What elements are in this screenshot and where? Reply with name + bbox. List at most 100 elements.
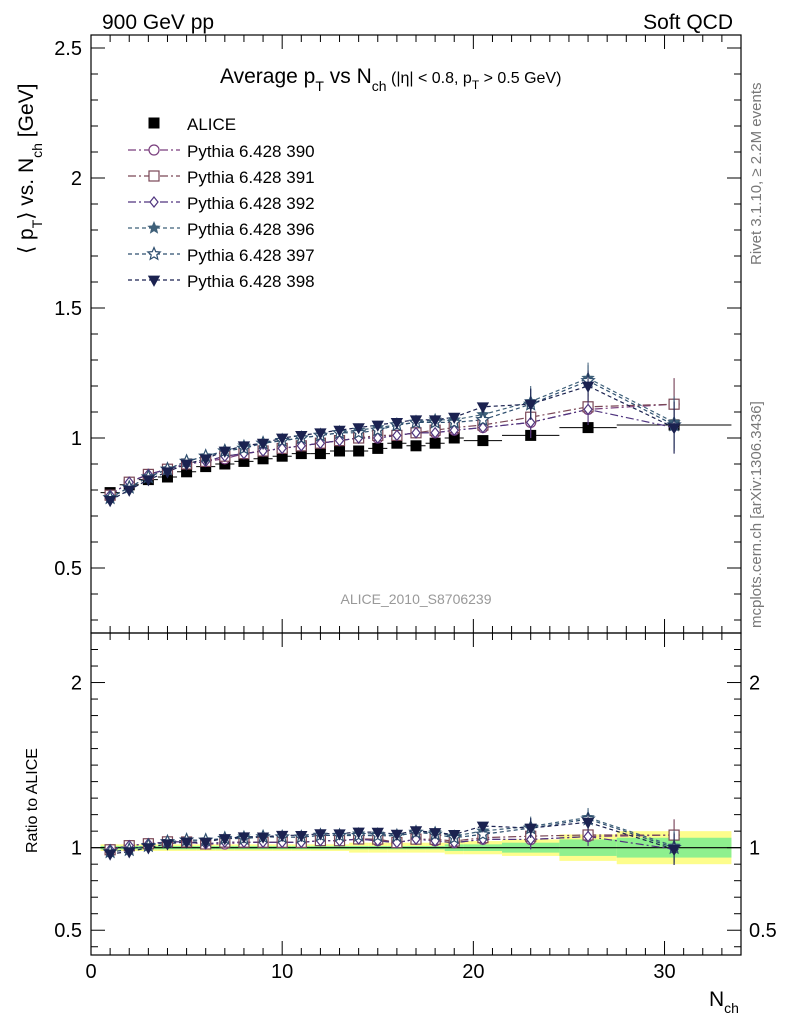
pythia-6-428-398-point [180, 459, 193, 471]
pythia-6-428-398-point [476, 402, 490, 414]
pythia-6-428-398-ratio-point [314, 829, 327, 841]
ratio-y-tick-label: 2 [71, 673, 82, 695]
pythia-6-428-392-point [392, 429, 402, 442]
alice-data-point [238, 455, 250, 467]
plot-title: Average pT vs Nch (|η| < 0.8, pT > 0.5 G… [220, 65, 561, 94]
pythia-6-428-398-ratio-point [103, 849, 117, 861]
main-y-tick-label: 2.5 [54, 38, 82, 60]
legend-label: Pythia 6.428 390 [187, 142, 315, 161]
pythia-6-428-398-line [109, 385, 675, 501]
ratio-y-tick-label: 0.5 [54, 920, 82, 942]
pythia-6-428-397-ratio-point [475, 826, 491, 841]
alice-data-point [181, 466, 193, 478]
pythia-6-428-398-point [218, 446, 232, 458]
pythia-6-428-398-point [314, 428, 327, 440]
pythia-6-428-398-ratio-point [237, 832, 251, 844]
alice-data-point [276, 450, 288, 462]
legend-label: Pythia 6.428 391 [187, 168, 315, 187]
main-y-tick-label: 1 [71, 428, 82, 450]
pythia-6-428-398-ratio-point [448, 830, 461, 842]
legend-label: Pythia 6.428 396 [187, 220, 315, 239]
alice-data-point [477, 435, 489, 447]
legend-entry-pythia-6-428-397: Pythia 6.428 397 [128, 245, 315, 265]
pythia-6-428-398-point [667, 423, 681, 435]
ratio-y-tick-label-right: 0.5 [749, 920, 777, 942]
alice-data-point [353, 445, 365, 457]
legend-entry-pythia-6-428-390: Pythia 6.428 390 [128, 142, 315, 161]
legend-label: Pythia 6.428 392 [187, 194, 315, 213]
main-series-group [100, 362, 732, 508]
pythia-6-428-398-point [524, 399, 537, 412]
axis-ticks: 0 10 20 30 0.5 1 1.5 2 2.5 0.5 0.5 1 1 2 2 [54, 35, 777, 983]
pythia-6-428-398-point [295, 430, 308, 443]
main-y-axis-label: ⟨ pT⟩ vs. Nch [GeV] [15, 84, 45, 254]
legend-marker [148, 144, 160, 156]
pythia-6-428-398-ratio-point [333, 829, 346, 841]
pythia-6-428-398-ratio-point [218, 834, 232, 846]
legend-entry-pythia-6-428-391: Pythia 6.428 391 [128, 168, 315, 187]
pythia-6-428-398-point [103, 495, 117, 508]
legend-marker [148, 170, 160, 182]
pythia-6-428-392-line [109, 408, 675, 496]
pythia-6-428-392-point [334, 434, 345, 447]
pythia-6-428-392-point [430, 426, 440, 439]
pythia-6-428-390-line [109, 403, 675, 496]
x-tick-label: 20 [462, 961, 484, 983]
ratio-y-axis-label: Ratio to ALICE [24, 748, 41, 853]
pythia-6-428-392-point [296, 439, 307, 452]
pythia-6-428-398-point [428, 415, 442, 427]
pythia-6-428-398-ratio-point [295, 830, 308, 843]
pythia-6-428-398-ratio-point [581, 817, 595, 830]
pythia-6-428-392-point [583, 403, 593, 416]
pythia-6-428-398-ratio-point [524, 823, 537, 835]
legend-marker [147, 275, 161, 287]
pythia-6-428-398-ratio-point [428, 828, 442, 840]
pythia-6-428-398-ratio-point [199, 837, 212, 849]
pythia-6-428-398-ratio-point [161, 839, 174, 851]
legend-marker [149, 196, 159, 208]
alice-data-point [314, 448, 326, 460]
pythia-6-428-398-ratio-point [667, 844, 681, 857]
ratio-y-tick-label: 1 [71, 838, 82, 860]
alice-data-point [429, 437, 441, 449]
pythia-6-428-398-ratio-point [275, 830, 289, 843]
legend: ALICE Pythia 6.428 390 Pythia 6.428 391 Pyt… [128, 115, 315, 291]
pythia-6-428-398-ratio-point [142, 843, 155, 855]
ratio-y-tick-label-right: 2 [749, 673, 760, 695]
pythia-6-428-398-ratio-point [476, 821, 490, 833]
alice-data-point [334, 445, 346, 457]
pythia-6-428-398-ratio-point [371, 827, 384, 840]
pythia-6-428-392-point [411, 426, 421, 439]
pythia-6-428-392-ratio-point [583, 830, 593, 843]
alice-data-point [295, 448, 307, 460]
pythia-6-428-398-point [352, 423, 365, 435]
x-tick-label: 30 [653, 961, 675, 983]
legend-entry-pythia-6-428-398: Pythia 6.428 398 [128, 272, 315, 291]
energy-label: 900 GeV pp [102, 11, 214, 34]
ratio-panel-frame [90, 632, 742, 956]
legend-marker [146, 245, 162, 261]
pythia-6-428-392-point [525, 416, 536, 429]
pythia-6-428-398-point [371, 420, 384, 432]
pythia-6-428-398-ratio-point [390, 829, 404, 842]
pythia-6-428-398-ratio-point [409, 826, 423, 838]
ratio-y-tick-label-right: 1 [749, 838, 760, 860]
pythia-6-428-391-line [109, 403, 675, 496]
analysis-watermark: ALICE_2010_S8706239 [340, 591, 491, 607]
main-y-tick-label: 0.5 [54, 558, 82, 580]
legend-alice-label: ALICE [187, 115, 236, 134]
alice-data-point [448, 432, 460, 444]
legend-marker [147, 220, 161, 234]
alice-data-point [410, 440, 422, 452]
pythia-6-428-392-point [478, 421, 488, 434]
rivet-version-label: Rivet 3.1.10, ≥ 2.2M events [748, 83, 765, 266]
pythia-6-428-398-point [237, 441, 251, 453]
pythia-6-428-398-point [448, 412, 461, 425]
pythia-6-428-398-point [256, 438, 270, 451]
pythia-6-428-398-point [581, 381, 595, 393]
pythia-6-428-398-point [123, 485, 136, 497]
pythia-6-428-398-ratio-point [123, 847, 136, 859]
pythia-6-428-398-ratio-point [180, 837, 193, 849]
pythia-6-428-398-point [161, 467, 174, 479]
